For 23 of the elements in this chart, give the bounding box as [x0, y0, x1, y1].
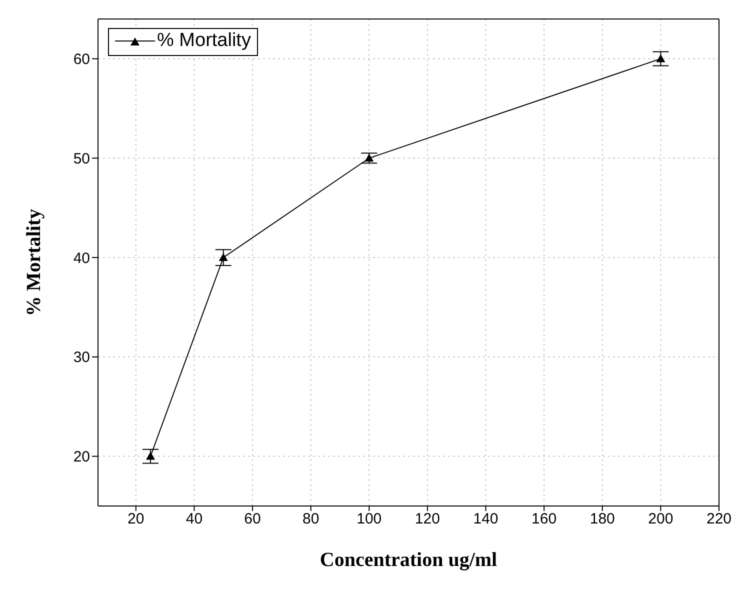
y-tick-label: 50 — [73, 150, 90, 168]
x-tick-label: 140 — [473, 510, 498, 528]
x-tick-label: 20 — [128, 510, 144, 528]
y-tick-label: 60 — [73, 51, 90, 68]
point — [218, 253, 228, 262]
x-tick-label: 200 — [648, 510, 674, 528]
y-tick-label: 30 — [73, 349, 90, 366]
x-axis-title: Concentration ug/ml — [320, 549, 498, 571]
point — [656, 54, 666, 62]
x-tick-label: 60 — [244, 510, 261, 528]
x-tick-label: 220 — [706, 510, 732, 528]
x-tick-label: 180 — [590, 510, 615, 528]
x-tick-label: 80 — [302, 510, 320, 528]
point — [146, 452, 155, 460]
x-tick-label: 40 — [186, 510, 203, 528]
y-tick-label: 40 — [73, 250, 90, 267]
x-tick-label: 160 — [532, 510, 557, 528]
x-tick-label: 120 — [414, 510, 440, 528]
y-axis-title: % Mortality — [23, 208, 46, 316]
y-tick-label: 20 — [73, 448, 90, 466]
legend-label: % Mortality — [157, 30, 251, 52]
point — [364, 154, 374, 162]
x-tick-label: 100 — [356, 510, 382, 528]
